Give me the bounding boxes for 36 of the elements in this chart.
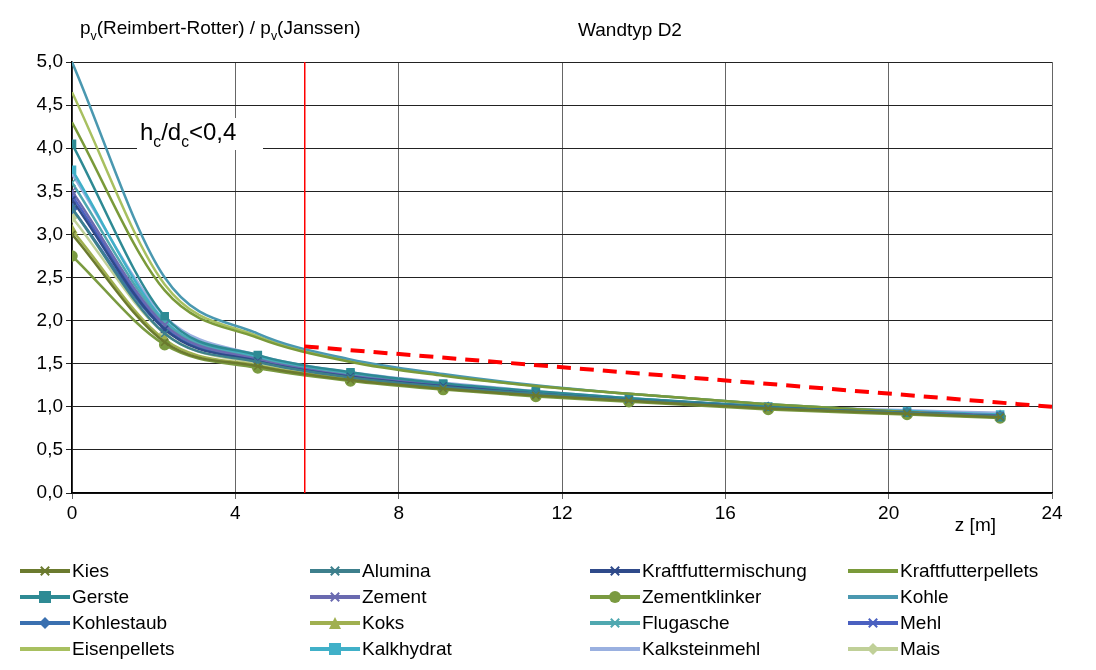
x-tick-label: 20 [878, 501, 900, 523]
x-tick-label: 8 [393, 501, 404, 523]
y-tick-label: 1,5 [36, 351, 63, 373]
y-tick-label: 2,5 [36, 265, 63, 287]
legend-label: Koks [362, 612, 405, 634]
legend-label: Gerste [72, 586, 130, 608]
x-tick-label: 24 [1041, 501, 1063, 523]
y-tick-label: 0,5 [36, 438, 63, 460]
x-tick-label: 4 [230, 501, 242, 523]
legend-label: Kalkhydrat [362, 638, 452, 660]
legend-label: Kraftfuttermischung [642, 560, 807, 582]
chart-title: Wandtyp D2 [578, 19, 682, 40]
y-tick-label: 4,0 [36, 136, 63, 158]
legend-label: Kohlestaub [72, 612, 168, 634]
x-tick-label: 16 [714, 501, 736, 523]
x-tick-label: 0 [66, 501, 78, 523]
legend-label: Zement [362, 586, 427, 608]
y-tick-label: 0,0 [36, 481, 63, 503]
y-tick-label: 5,0 [36, 50, 63, 72]
x-tick-label: 12 [551, 501, 573, 523]
legend-label: Zementklinker [642, 586, 762, 608]
legend-label: Kalksteinmehl [642, 638, 761, 660]
legend-label: Mais [900, 638, 941, 660]
legend-label: Alumina [362, 560, 431, 582]
legend-label: Kraftfutterpellets [900, 560, 1039, 582]
legend-label: Flugasche [642, 612, 730, 634]
y-tick-label: 1,0 [36, 395, 63, 417]
legend-label: Kohle [900, 586, 949, 608]
legend-label: Kies [72, 560, 109, 582]
y-tick-label: 3,5 [36, 179, 63, 201]
y-tick-label: 4,5 [36, 93, 63, 115]
legend-label: Mehl [900, 612, 942, 634]
x-axis-title: z [m] [954, 514, 997, 535]
y-tick-label: 3,0 [36, 222, 63, 244]
legend-label: Eisenpellets [72, 638, 175, 660]
y-tick-label: 2,0 [36, 308, 63, 330]
